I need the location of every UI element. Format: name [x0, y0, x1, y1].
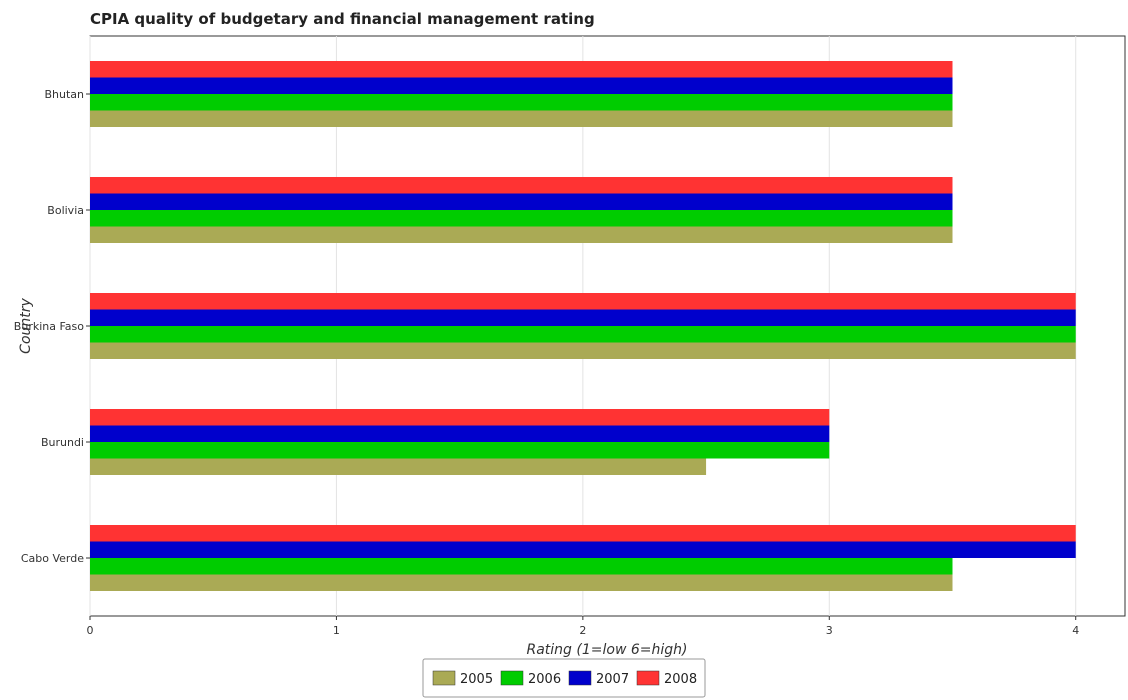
y-tick-label: Bolivia: [47, 204, 84, 217]
legend-box: [422, 658, 706, 698]
x-tick-label: 0: [87, 624, 94, 637]
y-tick-label: Burkina Faso: [14, 320, 84, 333]
y-tick-label: Cabo Verde: [21, 552, 84, 565]
bar: [90, 226, 953, 243]
bar: [90, 409, 830, 426]
bar: [90, 61, 953, 78]
bar: [90, 293, 1076, 310]
x-tick-label: 4: [1072, 624, 1079, 637]
bar: [90, 326, 1076, 343]
legend-label: 2006: [528, 672, 561, 687]
bar: [90, 210, 953, 227]
legend-swatch: [568, 670, 592, 686]
legend-swatch: [432, 670, 456, 686]
bar: [90, 442, 830, 459]
bar: [90, 342, 1076, 359]
legend-label: 2005: [460, 672, 493, 687]
bar: [90, 558, 953, 575]
legend-swatch: [500, 670, 524, 686]
bar: [90, 193, 953, 210]
bar: [90, 309, 1076, 326]
x-tick-label: 1: [333, 624, 340, 637]
bar: [90, 541, 1076, 558]
x-tick-label: 2: [579, 624, 586, 637]
bar: [90, 574, 953, 591]
legend-label: 2008: [664, 672, 697, 687]
x-tick-label: 3: [826, 624, 833, 637]
bar: [90, 110, 953, 127]
bars: [90, 61, 1076, 591]
bar: [90, 77, 953, 94]
legend: 2005 2006 2007 2008: [422, 658, 706, 698]
y-tick-labels: Bhutan Bolivia Burkina Faso Burundi Cabo Ver…: [14, 88, 90, 565]
bar: [90, 94, 953, 111]
bar: [90, 525, 1076, 542]
y-tick-label: Bhutan: [44, 88, 84, 101]
legend-swatch: [636, 670, 660, 686]
bar: [90, 425, 830, 442]
bar: [90, 458, 707, 475]
y-axis-label: Country: [18, 297, 34, 353]
x-axis-label: Rating (1=low 6=high): [527, 642, 688, 658]
legend-label: 2007: [596, 672, 629, 687]
x-tick-labels: 0 1 2 3 4: [87, 616, 1079, 637]
chart-title: CPIA quality of budgetary and financial …: [90, 10, 595, 28]
y-tick-label: Burundi: [41, 436, 84, 449]
bar: [90, 177, 953, 194]
